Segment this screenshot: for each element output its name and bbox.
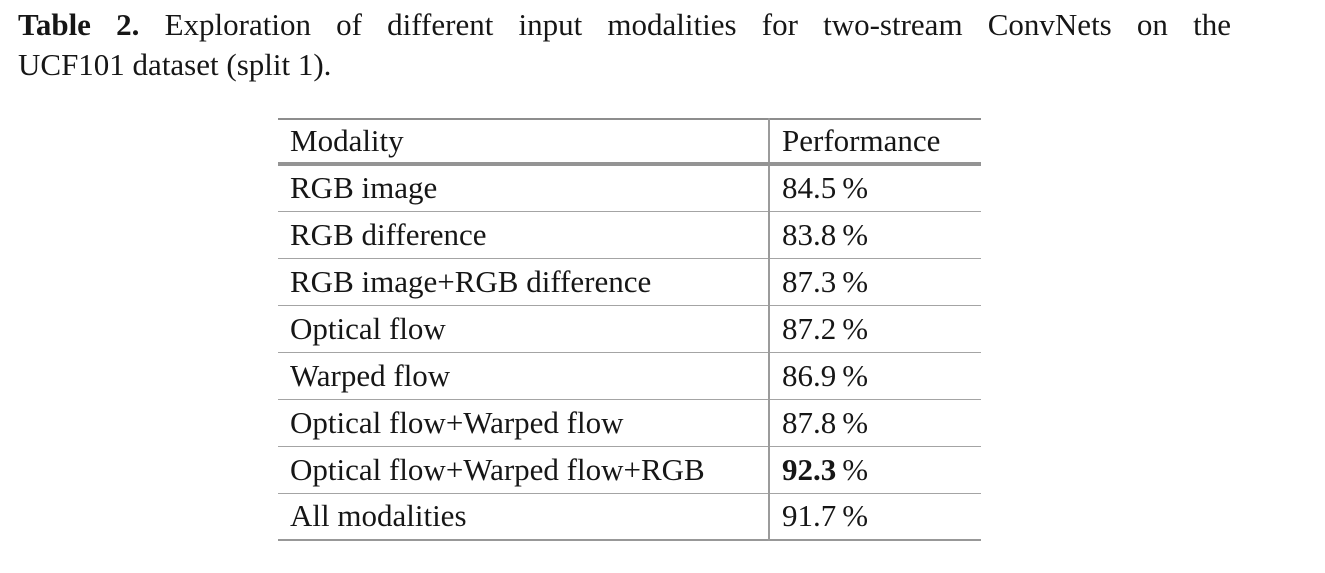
modality-cell: Optical flow+Warped flow+RGB (278, 446, 770, 493)
modality-cell: Warped flow (278, 352, 770, 399)
performance-cell: 87.2% (769, 305, 981, 352)
performance-value: 87.8 (782, 404, 837, 440)
percent-sign: % (842, 310, 869, 346)
modality-cell: RGB difference (278, 211, 770, 258)
paper-table: Modality Performance RGB image 84.5% RGB d… (278, 118, 981, 541)
performance-cell: 87.8% (769, 399, 981, 446)
performance-cell: 87.3% (769, 258, 981, 305)
header-row: Modality Performance (278, 119, 981, 164)
table-row: RGB image+RGB difference 87.3% (278, 258, 981, 305)
modality-cell: RGB image (278, 164, 770, 211)
performance-cell: 83.8% (769, 211, 981, 258)
performance-value: 87.2 (782, 310, 837, 346)
modality-cell: Optical flow (278, 305, 770, 352)
caption-text: Exploration of different input modalitie… (164, 7, 1231, 42)
performance-value: 83.8 (782, 216, 837, 252)
table-row: Optical flow+Warped flow 87.8% (278, 399, 981, 446)
performance-cell: 92.3% (769, 446, 981, 493)
caption-line-1: Table 2. Exploration of different input … (18, 5, 1231, 45)
table-header: Modality Performance (278, 119, 981, 164)
table-row: RGB difference 83.8% (278, 211, 981, 258)
percent-sign: % (842, 498, 869, 534)
table-row: Optical flow+Warped flow+RGB 92.3% (278, 446, 981, 493)
col-header-modality: Modality (278, 119, 770, 164)
percent-sign: % (842, 170, 869, 206)
table-row: RGB image 84.5% (278, 164, 981, 211)
percent-sign: % (842, 216, 869, 252)
performance-value: 87.3 (782, 263, 837, 299)
percent-sign: % (842, 451, 869, 487)
table-row: Optical flow 87.2% (278, 305, 981, 352)
caption-line-2: UCF101 dataset (split 1). (18, 47, 332, 82)
percent-sign: % (842, 263, 869, 299)
performance-value: 86.9 (782, 357, 837, 393)
modality-cell: RGB image+RGB difference (278, 258, 770, 305)
performance-cell: 86.9% (769, 352, 981, 399)
performance-value: 92.3 (782, 451, 837, 487)
modality-cell: Optical flow+Warped flow (278, 399, 770, 446)
performance-cell: 84.5% (769, 164, 981, 211)
percent-sign: % (842, 357, 869, 393)
col-header-performance: Performance (782, 123, 941, 158)
performance-value: 91.7 (782, 498, 837, 534)
caption-label: Table 2. (18, 7, 140, 42)
modality-cell: All modalities (278, 493, 770, 540)
table-caption: Table 2. Exploration of different input … (18, 5, 1231, 85)
table-body: RGB image 84.5% RGB difference 83.8% RGB ima… (278, 164, 981, 540)
table-row: Warped flow 86.9% (278, 352, 981, 399)
table-row: All modalities 91.7% (278, 493, 981, 540)
performance-value: 84.5 (782, 170, 837, 206)
percent-sign: % (842, 404, 869, 440)
performance-cell: 91.7% (769, 493, 981, 540)
